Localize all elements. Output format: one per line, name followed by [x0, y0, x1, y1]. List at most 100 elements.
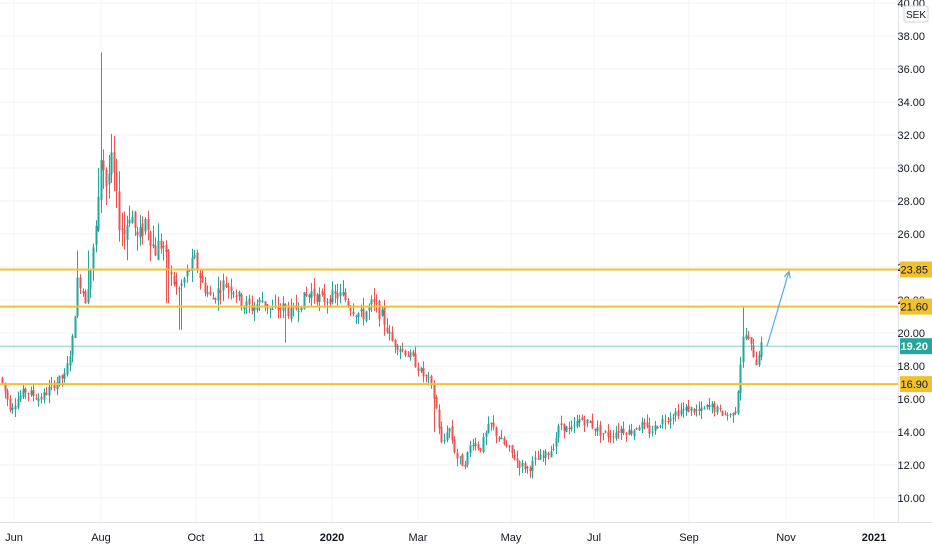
- candle[interactable]: [253, 301, 256, 321]
- candle[interactable]: [409, 349, 412, 361]
- candle[interactable]: [630, 423, 633, 437]
- candle[interactable]: [682, 402, 685, 418]
- candle[interactable]: [412, 349, 415, 357]
- candle[interactable]: [664, 414, 667, 430]
- candle[interactable]: [739, 356, 742, 401]
- candle[interactable]: [716, 404, 719, 415]
- candle[interactable]: [180, 279, 183, 330]
- candle[interactable]: [526, 465, 529, 474]
- candle[interactable]: [643, 418, 646, 430]
- candle[interactable]: [516, 450, 519, 469]
- candle[interactable]: [370, 295, 373, 313]
- candle[interactable]: [726, 412, 729, 421]
- candle[interactable]: [37, 393, 40, 407]
- candle[interactable]: [544, 449, 547, 466]
- candle[interactable]: [732, 412, 735, 423]
- candle[interactable]: [747, 330, 750, 341]
- candle[interactable]: [698, 401, 701, 416]
- candle[interactable]: [755, 351, 758, 366]
- candle[interactable]: [542, 450, 545, 462]
- candle[interactable]: [550, 445, 553, 458]
- candle[interactable]: [334, 284, 337, 304]
- candle[interactable]: [175, 272, 178, 295]
- candle[interactable]: [173, 272, 176, 287]
- candle[interactable]: [495, 426, 498, 444]
- candle[interactable]: [115, 158, 118, 209]
- candle[interactable]: [633, 429, 636, 441]
- candle[interactable]: [232, 291, 235, 299]
- candle[interactable]: [383, 299, 386, 336]
- candle[interactable]: [750, 337, 753, 351]
- candle[interactable]: [518, 460, 521, 476]
- currency-badge[interactable]: [903, 5, 929, 23]
- candle[interactable]: [641, 417, 644, 434]
- candle[interactable]: [466, 451, 469, 468]
- candle[interactable]: [430, 374, 433, 389]
- candle[interactable]: [279, 303, 282, 319]
- candle[interactable]: [30, 386, 33, 397]
- candle[interactable]: [391, 326, 394, 342]
- candle[interactable]: [511, 444, 514, 458]
- candle[interactable]: [594, 428, 597, 436]
- candle[interactable]: [167, 248, 170, 304]
- candle[interactable]: [144, 217, 147, 235]
- candle[interactable]: [687, 399, 690, 413]
- candle[interactable]: [607, 424, 610, 443]
- candle[interactable]: [659, 424, 662, 429]
- candle[interactable]: [576, 415, 579, 429]
- candle[interactable]: [690, 406, 693, 417]
- candle[interactable]: [365, 310, 368, 323]
- candle[interactable]: [752, 338, 755, 358]
- candle[interactable]: [539, 449, 542, 461]
- candle[interactable]: [102, 149, 105, 190]
- candle[interactable]: [183, 277, 186, 288]
- candle[interactable]: [269, 308, 272, 319]
- candle[interactable]: [222, 273, 225, 302]
- candle[interactable]: [113, 135, 116, 192]
- candle[interactable]: [126, 215, 129, 261]
- candle[interactable]: [734, 406, 737, 416]
- candle[interactable]: [212, 292, 215, 300]
- candle[interactable]: [266, 304, 269, 315]
- candle[interactable]: [357, 312, 360, 324]
- candle[interactable]: [635, 427, 638, 430]
- candle[interactable]: [591, 413, 594, 430]
- candle[interactable]: [552, 443, 555, 452]
- candle[interactable]: [271, 299, 274, 310]
- candle[interactable]: [131, 210, 134, 224]
- candle[interactable]: [71, 333, 74, 363]
- candle[interactable]: [204, 276, 207, 297]
- candle[interactable]: [206, 285, 209, 297]
- candle[interactable]: [604, 430, 607, 434]
- candle[interactable]: [313, 277, 316, 304]
- candle[interactable]: [305, 286, 308, 298]
- horizontal-levels[interactable]: [0, 268, 898, 386]
- candle[interactable]: [141, 216, 144, 245]
- candle[interactable]: [401, 342, 404, 353]
- candle[interactable]: [178, 286, 181, 330]
- candle[interactable]: [706, 404, 709, 410]
- candle[interactable]: [399, 345, 402, 360]
- candle[interactable]: [531, 456, 534, 479]
- candle[interactable]: [646, 414, 649, 429]
- candle[interactable]: [524, 461, 527, 473]
- candle[interactable]: [69, 350, 72, 372]
- candle[interactable]: [128, 205, 131, 228]
- candle[interactable]: [648, 417, 651, 438]
- candle[interactable]: [297, 302, 300, 323]
- candle[interactable]: [6, 388, 9, 407]
- candle[interactable]: [235, 289, 238, 303]
- candle[interactable]: [11, 403, 14, 414]
- candle[interactable]: [674, 407, 677, 422]
- candle[interactable]: [596, 420, 599, 436]
- candle[interactable]: [557, 423, 560, 443]
- candle[interactable]: [685, 403, 688, 416]
- candle[interactable]: [667, 417, 670, 425]
- candle[interactable]: [669, 412, 672, 429]
- candle[interactable]: [438, 404, 441, 435]
- candle[interactable]: [339, 283, 342, 304]
- candle[interactable]: [474, 437, 477, 451]
- candle[interactable]: [43, 388, 46, 404]
- candle[interactable]: [193, 249, 196, 260]
- candle[interactable]: [321, 288, 324, 297]
